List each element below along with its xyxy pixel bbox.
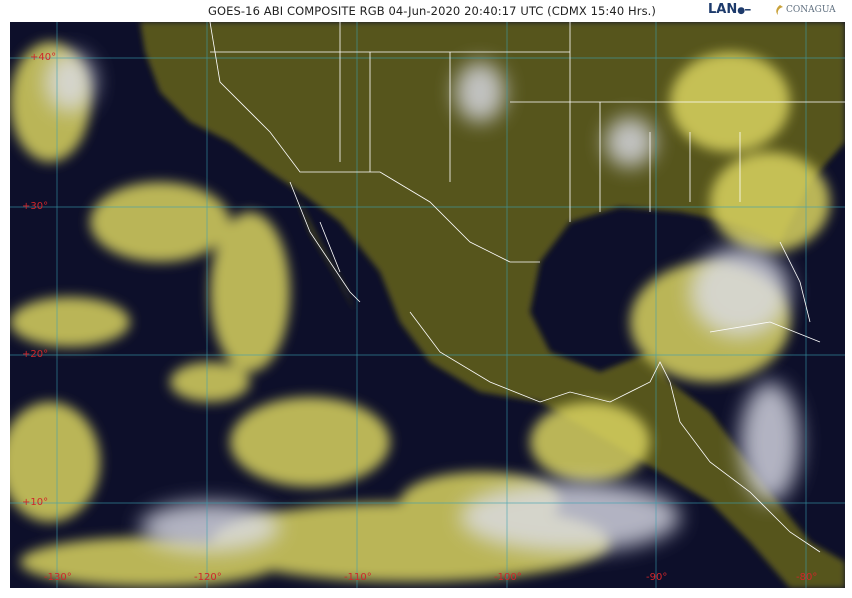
satellite-composite [10,22,845,588]
lon-label: -80° [796,572,818,583]
conagua-logo: CONAGUA [786,5,836,15]
lan-logo: LAN●━ [708,2,751,17]
high-clouds [45,52,800,552]
lat-lon-grid [10,22,845,588]
land [140,22,845,588]
lon-label: -110° [344,572,372,583]
lat-label: +20° [22,349,49,360]
lat-label: +40° [30,52,57,63]
lon-label: -120° [194,572,222,583]
lat-label: +30° [22,201,49,212]
lat-label: +10° [22,497,49,508]
cloud-cover [10,42,830,587]
political-borders [209,22,845,553]
lon-label: -90° [646,572,668,583]
satellite-image: +40° +30° +20° +10° -130° -120° -110° -1… [10,22,845,588]
conagua-logo-icon [776,5,783,15]
image-title: GOES-16 ABI COMPOSITE RGB 04-Jun-2020 20… [208,4,656,18]
lon-label: -130° [44,572,72,583]
header: GOES-16 ABI COMPOSITE RGB 04-Jun-2020 20… [0,0,852,22]
lon-label: -100° [494,572,522,583]
